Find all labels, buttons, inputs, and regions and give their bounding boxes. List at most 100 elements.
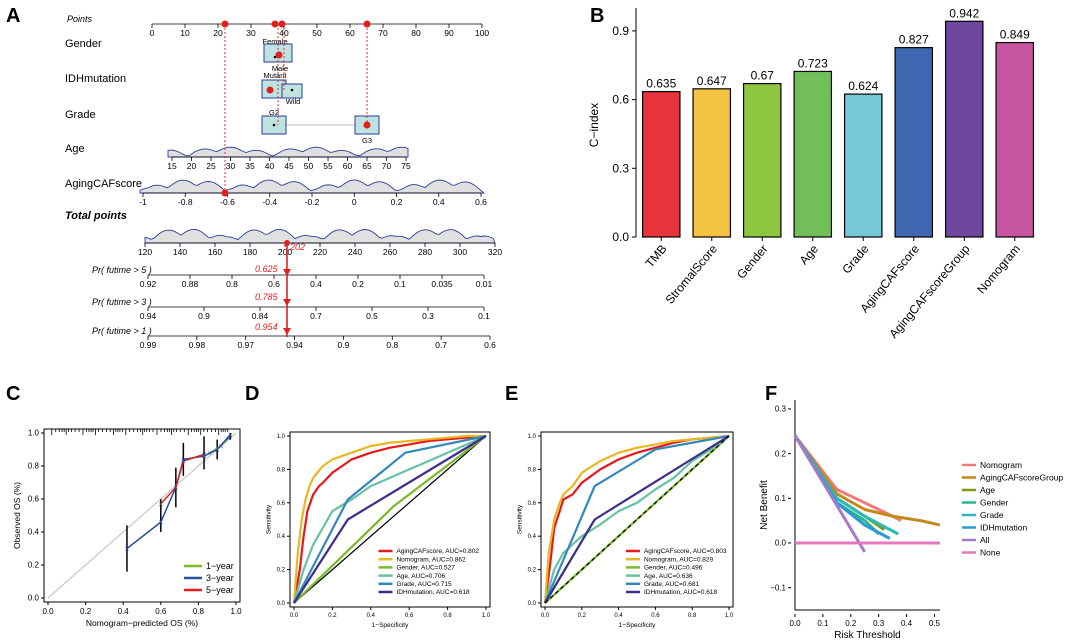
y-tick-label: 0.3 <box>775 405 787 414</box>
bar-category-label: StromalScore <box>663 242 721 307</box>
series-marker: × <box>207 449 212 458</box>
y-tick-label: 0.0 <box>775 539 787 548</box>
series-line <box>292 434 487 604</box>
bar-value-label: 0.624 <box>848 79 878 93</box>
series-line <box>793 434 902 522</box>
y-tick-label: 1.0 <box>28 429 40 438</box>
nomo-tick-label: 20 <box>213 28 223 38</box>
x-tick-label: 0.0 <box>42 607 54 616</box>
nomo-tick-label: 0.1 <box>394 279 406 289</box>
nomo-tick-label: 180 <box>243 247 257 257</box>
bar-y-tick-label: 0.9 <box>612 24 629 38</box>
nomo-tick-label: 0.8 <box>386 340 398 350</box>
y-tick-label: 0.2 <box>28 561 40 570</box>
legend-label: Age, AUC=0.636 <box>644 573 693 580</box>
nomo-tick-label: 50 <box>304 161 314 171</box>
nomo-tick-label: 0.92 <box>140 279 157 289</box>
nomo-tick-label: 0.7 <box>310 311 322 321</box>
nomo-tick-label: -0.4 <box>262 197 277 207</box>
series-line <box>126 434 231 550</box>
x-tick-label: 1.0 <box>230 607 242 616</box>
x-tick-label: 0.4 <box>367 613 376 619</box>
nomo-point <box>275 51 283 59</box>
legend-label: IDHmutation, AUC=0.618 <box>396 589 470 596</box>
x-tick-label: 0.0 <box>290 613 299 619</box>
series-line <box>543 434 730 604</box>
series-marker: × <box>215 446 220 455</box>
nomo-tick-label: 60 <box>345 28 355 38</box>
nomo-tick-label: 0.97 <box>237 340 254 350</box>
panel-label-f: F <box>765 383 777 405</box>
series-marker: × <box>181 457 186 466</box>
y-tick-label: 0.8 <box>28 462 40 471</box>
x-tick-label: 0.8 <box>688 613 697 619</box>
series-line <box>793 434 886 531</box>
nomo-tick-label: 0.98 <box>189 340 206 350</box>
nomo-tick-label: 0.94 <box>140 311 157 321</box>
legend-label: Nomogram <box>980 460 1022 470</box>
nomo-arrow-head <box>283 299 291 306</box>
y-tick-label: 1.0 <box>277 434 286 440</box>
y-tick-label: 0.4 <box>28 528 40 537</box>
nomo-tick-label: -1 <box>139 197 147 207</box>
legend-label: IDHmutation <box>980 522 1028 532</box>
nomo-tick-label: 0.88 <box>182 279 199 289</box>
nomo-row-label: Pr( futime > 3 ) <box>92 297 152 307</box>
x-axis-title: 1−Specificity <box>372 622 409 629</box>
nomo-tick-label: 40 <box>265 161 275 171</box>
plot-frame <box>43 428 241 603</box>
legend-label: Grade <box>980 510 1004 520</box>
panel-label-b: B <box>590 5 604 27</box>
series-line <box>160 453 205 505</box>
nomo-tick-label: 0.94 <box>286 340 303 350</box>
bar <box>692 88 732 238</box>
roc-panel-e: 0.0 0.2 0.4 0.6 0.8 1.0 0.0 0.2 0.4 0.6 0.8 1.0 1−Sp… <box>517 431 734 629</box>
x-axis-title: Risk Threshold <box>834 630 901 641</box>
y-axis-title: Observed OS (%) <box>12 482 22 549</box>
nomo-tick-label: 0 <box>150 28 155 38</box>
legend-label: Grade, AUC=0.715 <box>396 581 451 588</box>
legend-label: 1−year <box>206 561 234 571</box>
series-line <box>544 435 730 604</box>
series-marker: × <box>174 483 179 492</box>
nomo-point <box>278 20 286 28</box>
nomo-tick-label: 0.2 <box>352 279 364 289</box>
series-line <box>543 435 730 604</box>
legend-label: Age, AUC=0.706 <box>396 573 445 580</box>
nomo-density-curve <box>167 146 409 158</box>
bar-category-label: Grade <box>839 242 871 277</box>
x-tick-label: 0.8 <box>193 607 205 616</box>
y-tick-label: 0.2 <box>277 568 286 574</box>
nomo-tick-label: 25 <box>206 161 216 171</box>
panel-label-c: C <box>6 383 20 405</box>
bar-value-label: 0.647 <box>697 74 727 88</box>
series-line <box>293 435 487 604</box>
y-tick-label: 1.0 <box>528 434 537 440</box>
y-tick-label: 0.8 <box>277 467 286 473</box>
y-tick-label: 0.0 <box>528 601 537 607</box>
nomo-tick-label: 70 <box>378 28 388 38</box>
nomo-row-label: IDHmutation <box>65 73 126 85</box>
nomo-tick-label: 0.01 <box>476 279 493 289</box>
nomo-tick-label: 10 <box>180 28 190 38</box>
bar <box>742 82 782 238</box>
nomo-tick-label: 80 <box>411 28 421 38</box>
x-tick-label: 0.0 <box>541 613 550 619</box>
y-tick-label: −0.1 <box>770 583 786 592</box>
x-tick-label: 0.5 <box>929 619 941 628</box>
calibration-panel: 0.0 0.2 0.4 0.6 0.8 1.0 0.0 0.2 0.4 0.6 0.8 1.0 Nomo… <box>12 428 242 628</box>
nomo-tick-label: 30 <box>246 28 256 38</box>
x-tick-label: 0.3 <box>873 619 885 628</box>
legend-label: 3−year <box>206 573 234 583</box>
nomo-tick-label: 320 <box>488 247 502 257</box>
nomo-tick-label: 240 <box>348 247 362 257</box>
nomo-tick-label: 0.9 <box>198 311 210 321</box>
nomo-tick-label: -0.6 <box>220 197 235 207</box>
nomo-level-label: Mutant <box>264 71 288 80</box>
y-tick-label: 0.4 <box>277 534 286 540</box>
x-tick-label: 0.2 <box>578 613 587 619</box>
legend-label: None <box>980 547 1001 557</box>
x-axis-title: Nomogram−predicted OS (%) <box>86 618 198 628</box>
nomo-row-label: Grade <box>65 109 96 121</box>
nomo-tick-label: 70 <box>382 161 392 171</box>
